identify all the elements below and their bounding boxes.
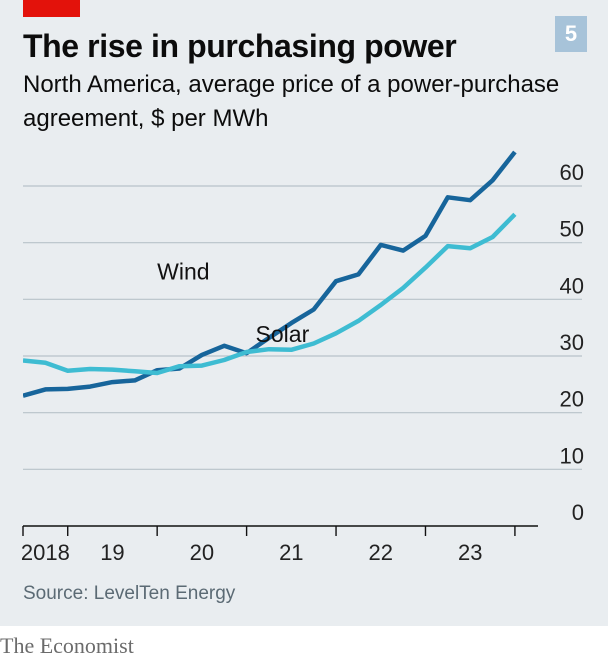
series-lines — [23, 150, 517, 398]
footer-bar — [0, 626, 608, 662]
series-line-solar — [23, 212, 517, 376]
chart-number-badge: 5 — [555, 16, 587, 52]
y-axis-tick-labels: 0 10 20 30 40 50 60 — [560, 160, 584, 525]
x-tick-label-23: 23 — [458, 540, 482, 565]
series-line-wind — [23, 150, 517, 398]
x-tick-label-22: 22 — [369, 540, 393, 565]
publisher-wordmark: The Economist — [0, 633, 134, 658]
series-label-wind: Wind — [157, 259, 209, 285]
chart-subtitle: North America, average price of a power-… — [23, 71, 560, 132]
x-tick-label-21: 21 — [279, 540, 303, 565]
y-tick-label-40: 40 — [560, 273, 584, 298]
chart-title: The rise in purchasing power — [23, 28, 457, 64]
x-tick-label-2018: 2018 — [21, 540, 70, 565]
y-tick-label-10: 10 — [560, 443, 584, 468]
y-tick-label-50: 50 — [560, 217, 584, 242]
grid-lines — [23, 185, 582, 470]
x-tick-label-19: 19 — [100, 540, 124, 565]
y-tick-label-30: 30 — [560, 330, 584, 355]
source-note: Source: LevelTen Energy — [23, 583, 236, 604]
y-tick-label-0: 0 — [572, 500, 584, 525]
y-tick-label-60: 60 — [560, 160, 584, 185]
y-tick-label-20: 20 — [560, 387, 584, 412]
brand-red-tag — [23, 0, 80, 17]
series-labels: Wind Solar — [157, 259, 309, 347]
x-tick-label-20: 20 — [190, 540, 214, 565]
x-axis: 2018 19 20 21 22 23 — [21, 525, 538, 565]
series-label-solar: Solar — [256, 321, 310, 347]
line-chart: 0 10 20 30 40 50 60 Wind Solar 2018 19 20 21 22 23 — [21, 150, 584, 565]
